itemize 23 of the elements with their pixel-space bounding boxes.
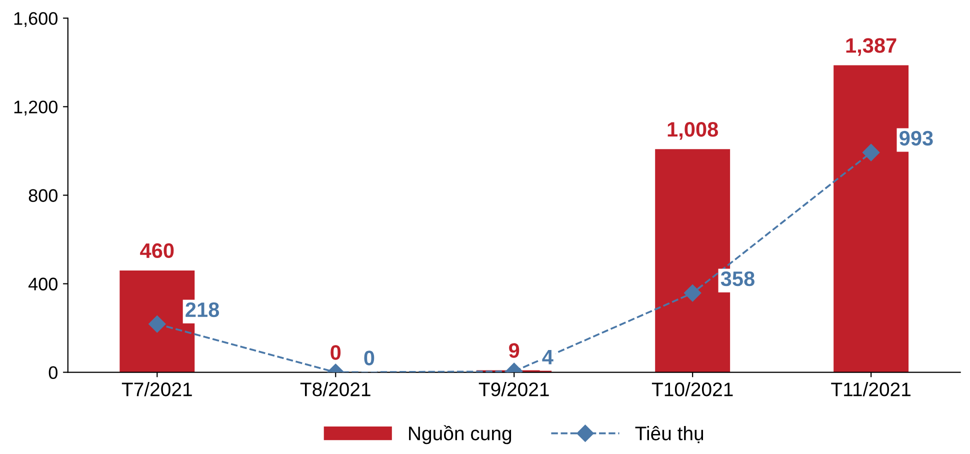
point bbox=[862, 144, 880, 162]
data-label: 4 bbox=[542, 350, 554, 364]
data-label: 218 bbox=[186, 302, 220, 318]
y-tick-label: 0 bbox=[48, 366, 58, 379]
data-label: 993 bbox=[900, 130, 933, 146]
data-label: 358 bbox=[720, 271, 754, 286]
y-tick-label: 400 bbox=[28, 278, 58, 290]
data-label: 9 bbox=[509, 343, 520, 358]
x-tick-label: T11/2021 bbox=[831, 382, 910, 396]
data-label: 0 bbox=[330, 345, 341, 360]
data-label: 1,387 bbox=[846, 38, 896, 56]
x-tick-label: T10/2021 bbox=[652, 382, 733, 396]
x-tick-label: T7/2021 bbox=[122, 382, 192, 396]
x-tick-label: T9/2021 bbox=[478, 382, 549, 396]
data-label: 1,008 bbox=[668, 122, 718, 140]
legend-label: Nguồn cung bbox=[409, 425, 512, 444]
y-tick-label: 800 bbox=[28, 189, 58, 202]
y-tick-label: 1,600 bbox=[14, 12, 58, 28]
data-label: 0 bbox=[364, 350, 374, 366]
y-tick-label: 1,200 bbox=[14, 100, 58, 116]
legend-label: Tiêu thụ bbox=[635, 426, 704, 444]
data-label: 460 bbox=[140, 243, 174, 258]
x-tick-label: T8/2021 bbox=[300, 382, 370, 396]
